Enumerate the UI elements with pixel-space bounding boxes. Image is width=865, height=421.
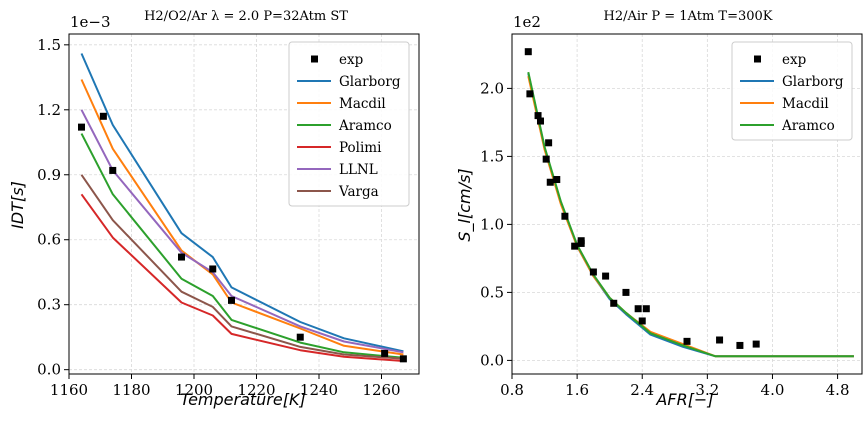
y-tick-label: 1.5 [37, 36, 61, 54]
y-tick-label: 0.6 [37, 231, 61, 249]
x-tick-label: 1180 [112, 381, 150, 399]
y-tick-label: 1.5 [480, 147, 504, 165]
exp-data-point [546, 178, 554, 186]
chart-title-left: H2/O2/Ar λ = 2.0 P=32Atm ST [144, 9, 348, 24]
legend-label-macdil: Macdil [339, 96, 386, 112]
y-tick-label: 0.3 [37, 296, 61, 314]
chart-panel-right: H2/Air P = 1Atm T=300K 1e2 AFR[−] S_l[cm… [455, 9, 863, 409]
x-tick-label: 0.8 [500, 381, 524, 399]
x-tick-label: 4.0 [761, 381, 785, 399]
legend-label-aramco: Aramco [338, 118, 392, 134]
exp-data-point [296, 333, 304, 341]
exp-data-point [526, 90, 534, 98]
legend-marker-exp [754, 55, 761, 63]
exp-data-point [752, 340, 760, 348]
exp-data-point [634, 305, 642, 313]
exp-data-point [109, 166, 117, 174]
series-line-llnl [80, 109, 404, 354]
y-tick-label: 0.9 [37, 166, 61, 184]
legend-label-exp: exp [782, 52, 806, 68]
exp-data-point [78, 123, 85, 131]
chart-panel-left: H2/O2/Ar λ = 2.0 P=32Atm ST 1e−3 Tempera… [8, 9, 420, 409]
exp-data-point [589, 268, 597, 276]
plot-frame-right [511, 33, 863, 375]
legend-label-aramco: Aramco [781, 118, 835, 134]
x-tick-label: 2.4 [630, 381, 654, 399]
chart-title-right: H2/Air P = 1Atm T=300K [604, 9, 773, 24]
exp-data-point [577, 239, 585, 247]
x-tick-label: 1160 [50, 381, 88, 399]
x-tick-label: 1220 [237, 381, 275, 399]
y-tick-label: 0.0 [37, 361, 61, 379]
x-tick-label: 1.6 [565, 381, 589, 399]
exp-data-point [602, 272, 610, 280]
legend-label-llnl: LLNL [339, 162, 378, 178]
legend-box [288, 41, 410, 207]
y-tick-label: 0.5 [480, 283, 504, 301]
y-tick-label: 1.0 [480, 215, 504, 233]
legend-marker-exp [311, 55, 318, 63]
series-line-macdil [80, 79, 404, 356]
y-axis-label-left: IDT[s] [8, 181, 27, 229]
exp-data-point [571, 242, 579, 250]
exp-data-point [536, 117, 544, 125]
exp-data-point [534, 112, 542, 120]
exp-data-point [683, 337, 691, 345]
x-tick-label: 1260 [362, 381, 400, 399]
legend-label-exp: exp [339, 52, 363, 68]
series-line-glarborg [80, 53, 404, 353]
exp-data-point [638, 317, 646, 325]
exp-data-point [610, 299, 618, 307]
exp-data-point [399, 355, 407, 363]
exp-data-point [209, 265, 217, 273]
legend-label-glarborg: Glarborg [782, 74, 844, 90]
y-tick-label: 2.0 [480, 79, 504, 97]
series-line-aramco [527, 71, 854, 358]
exp-data-point [622, 288, 630, 296]
legend-label-varga: Varga [338, 184, 379, 200]
x-axis-label-left: Temperature[K] [180, 390, 305, 409]
exp-data-point [545, 139, 553, 147]
y-scale-label-right: 1e2 [513, 13, 541, 31]
y-axis-label-right: S_l[cm/s] [455, 168, 475, 241]
legend-box [731, 41, 853, 141]
exp-data-point [524, 48, 532, 56]
x-axis-label-right: AFR[−] [655, 390, 713, 409]
exp-data-point [99, 112, 107, 120]
series-line-polimi [80, 193, 404, 362]
legend-label-polimi: Polimi [339, 140, 382, 156]
x-tick-label: 1200 [175, 381, 213, 399]
series-line-aramco [80, 133, 404, 359]
exp-data-point [642, 305, 650, 313]
y-tick-label: 0.0 [480, 351, 504, 369]
x-tick-label: 4.8 [826, 381, 850, 399]
plot-frame-left [68, 33, 420, 375]
y-scale-label-left: 1e−3 [70, 13, 111, 31]
exp-data-point [542, 155, 550, 163]
exp-data-point [561, 212, 569, 220]
series-line-varga [80, 174, 404, 360]
exp-data-point [736, 341, 744, 349]
y-tick-label: 1.2 [37, 101, 61, 119]
x-tick-label: 3.2 [695, 381, 719, 399]
exp-data-point [228, 296, 235, 304]
x-tick-label: 1240 [300, 381, 338, 399]
exp-data-point [381, 349, 389, 357]
legend-label-macdil: Macdil [782, 96, 829, 112]
exp-data-point [178, 253, 185, 261]
legend-label-glarborg: Glarborg [339, 74, 401, 90]
exp-data-point [716, 336, 724, 344]
exp-data-point [553, 176, 561, 184]
